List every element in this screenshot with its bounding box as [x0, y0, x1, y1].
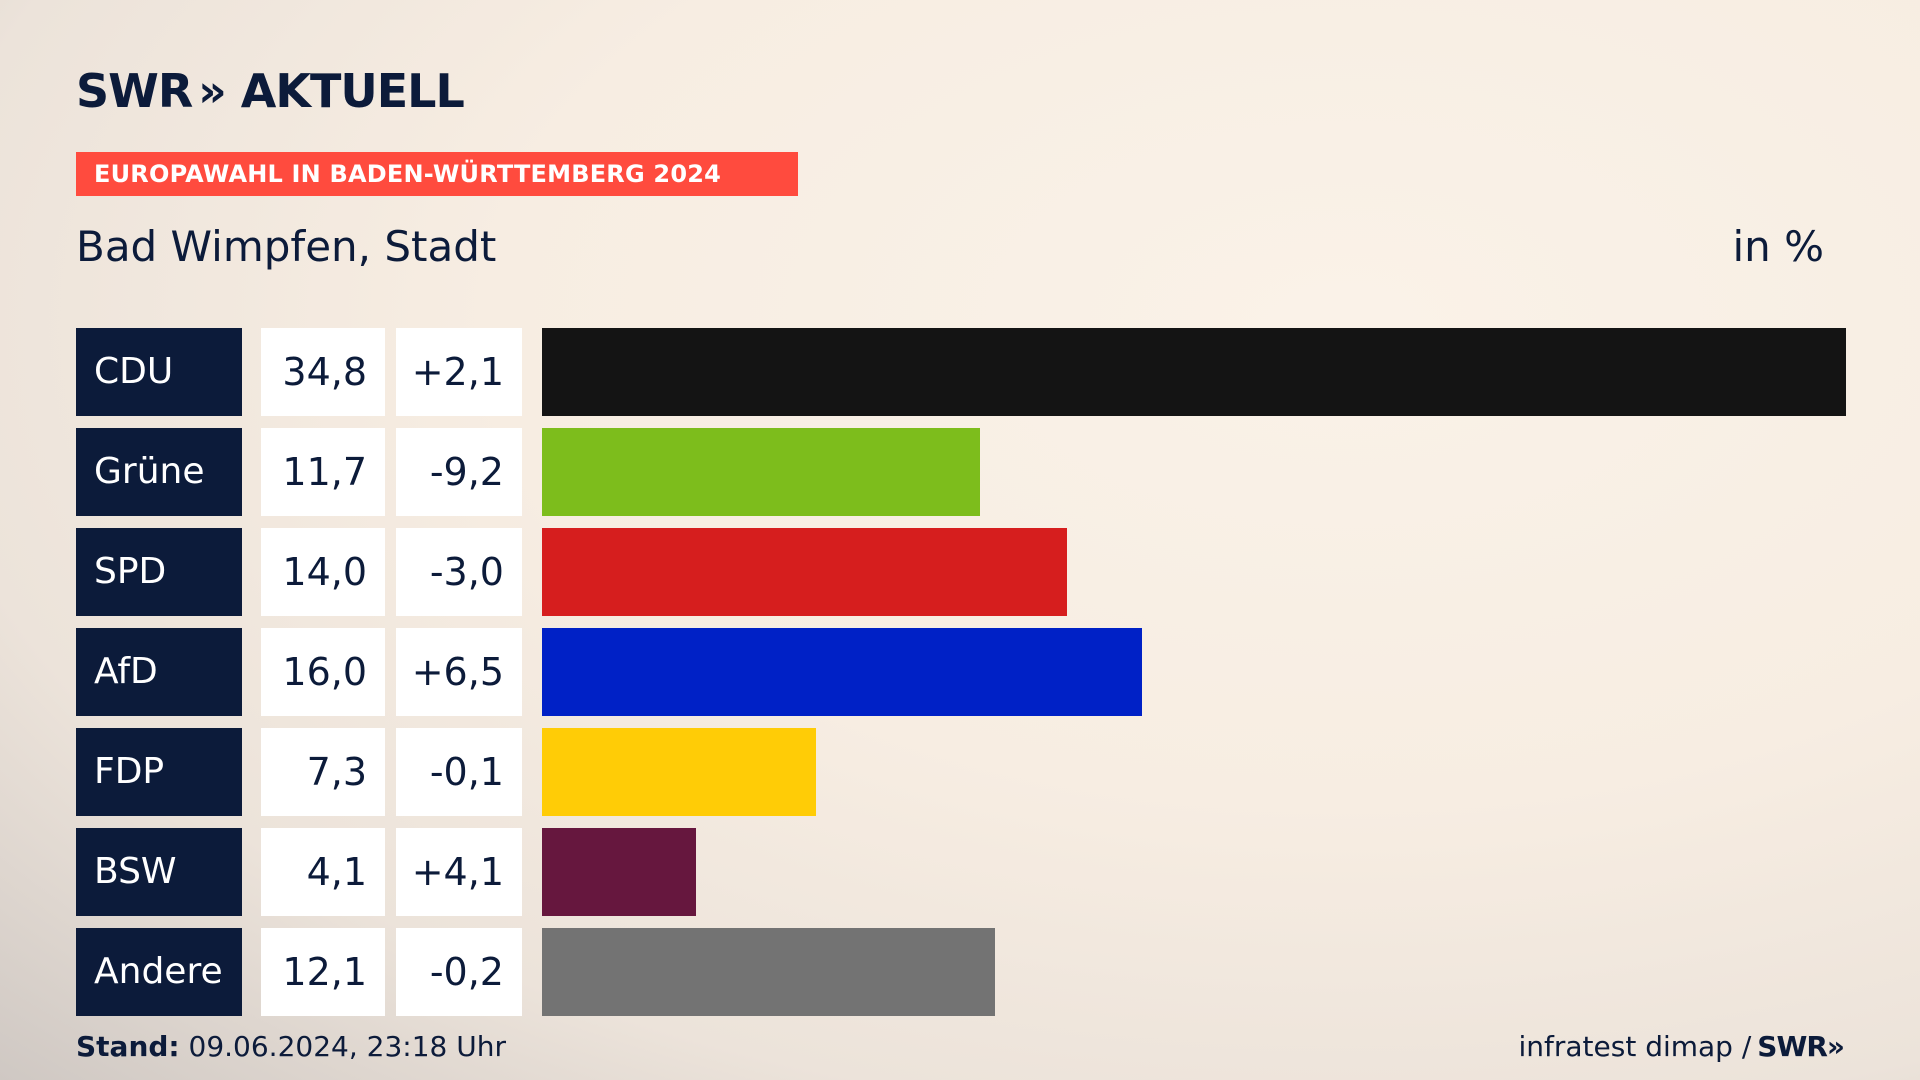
- result-bar: [542, 728, 816, 816]
- vote-share-value: 12,1: [261, 928, 385, 1016]
- vote-share-value: 34,8: [261, 328, 385, 416]
- logo-brand: SWR: [76, 64, 193, 118]
- source-text: infratest dimap /: [1518, 1030, 1752, 1063]
- result-bar: [542, 928, 995, 1016]
- vote-change-value: -0,1: [396, 728, 522, 816]
- chevrons-icon: »: [198, 65, 227, 117]
- vote-change-value: +4,1: [396, 828, 522, 916]
- chart-subtitle: Bad Wimpfen, Stadt: [76, 222, 497, 271]
- result-row: AfD 16,0 +6,5: [76, 628, 1846, 716]
- result-row: Andere 12,1 -0,2: [76, 928, 1846, 1016]
- result-bar: [542, 628, 1142, 716]
- party-label: AfD: [76, 628, 242, 716]
- vote-share-value: 14,0: [261, 528, 385, 616]
- election-banner: EUROPAWAHL IN BADEN-WÜRTTEMBERG 2024: [76, 152, 798, 196]
- vote-change-value: -0,2: [396, 928, 522, 1016]
- party-label: Andere: [76, 928, 242, 1016]
- party-label: SPD: [76, 528, 242, 616]
- vote-share-value: 11,7: [261, 428, 385, 516]
- vote-change-value: -9,2: [396, 428, 522, 516]
- source-brand: SWR»: [1757, 1030, 1845, 1063]
- result-bar: [542, 428, 980, 516]
- result-bar: [542, 528, 1067, 616]
- timestamp: Stand: 09.06.2024, 23:18 Uhr: [76, 1030, 506, 1063]
- result-bar: [542, 328, 1846, 416]
- unit-label: in %: [1732, 222, 1824, 271]
- vote-change-value: -3,0: [396, 528, 522, 616]
- swr-aktuell-logo: SWR » AKTUELL: [76, 64, 465, 118]
- vote-share-value: 4,1: [261, 828, 385, 916]
- result-row: CDU 34,8 +2,1: [76, 328, 1846, 416]
- party-label: Grüne: [76, 428, 242, 516]
- party-label: BSW: [76, 828, 242, 916]
- result-row: Grüne 11,7 -9,2: [76, 428, 1846, 516]
- stand-label: Stand:: [76, 1030, 180, 1063]
- result-row: FDP 7,3 -0,1: [76, 728, 1846, 816]
- logo-title: AKTUELL: [240, 64, 465, 118]
- result-bar: [542, 828, 696, 916]
- result-row: SPD 14,0 -3,0: [76, 528, 1846, 616]
- vote-change-value: +6,5: [396, 628, 522, 716]
- party-label: CDU: [76, 328, 242, 416]
- source-credit: infratest dimap / SWR»: [1518, 1030, 1845, 1063]
- vote-change-value: +2,1: [396, 328, 522, 416]
- vote-share-value: 16,0: [261, 628, 385, 716]
- party-label: FDP: [76, 728, 242, 816]
- result-row: BSW 4,1 +4,1: [76, 828, 1846, 916]
- vote-share-value: 7,3: [261, 728, 385, 816]
- stand-value: 09.06.2024, 23:18 Uhr: [179, 1030, 506, 1063]
